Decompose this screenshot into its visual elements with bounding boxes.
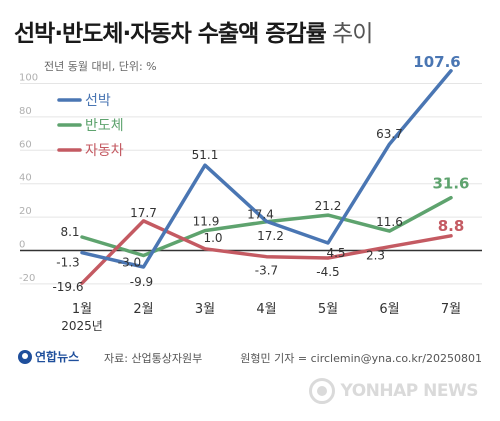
legend-label-ship: 선박 — [85, 93, 111, 109]
y-tick-label: 0 — [19, 240, 25, 251]
unit-note: 전년 동월 대비, 단위: % — [44, 60, 157, 73]
data-label-car: 1.0 — [203, 231, 222, 245]
data-label-ship: 17.4 — [247, 207, 274, 221]
watermark-text: YONHAP NEWS — [340, 381, 479, 401]
data-label-ship: 63.7 — [376, 127, 403, 141]
yonhap-logo: 연합뉴스 — [18, 348, 79, 365]
data-label-semi: 11.6 — [376, 215, 403, 229]
x-tick-label: 4월 — [256, 302, 276, 317]
legend-label-car: 자동차 — [85, 143, 124, 159]
data-label-ship: 4.5 — [326, 246, 345, 260]
data-label-car: -19.6 — [52, 280, 83, 294]
y-tick-label: 80 — [19, 106, 32, 117]
y-tick-label: -20 — [19, 273, 35, 284]
title-main: 선박·반도체·자동차 수출액 증감률 — [14, 21, 327, 47]
series-line-ship — [80, 69, 453, 269]
series-line-car — [80, 219, 453, 285]
watermark: YONHAP NEWS — [308, 378, 479, 404]
title-sub: 추이 — [325, 21, 373, 47]
legend-label-semi: 반도체 — [85, 118, 124, 134]
x-tick-label: 6월 — [379, 302, 399, 317]
data-label-semi: 21.2 — [315, 199, 342, 213]
x-tick-label: 1월 — [72, 302, 92, 317]
chart-title: 선박·반도체·자동차 수출액 증감률 추이 — [14, 14, 373, 48]
data-label-semi: 31.6 — [432, 175, 469, 193]
data-label-car: 8.8 — [438, 217, 465, 235]
data-label-ship: 51.1 — [192, 148, 219, 162]
data-label-car: -4.5 — [316, 265, 339, 279]
data-label-semi: -3.0 — [118, 256, 141, 270]
yonhap-logo-icon — [18, 349, 32, 364]
credit-note: 원형민 기자 = circlemin@yna.co.kr/20250801 — [240, 352, 482, 365]
logo-text: 연합뉴스 — [35, 350, 80, 364]
data-label-ship: 107.6 — [413, 53, 460, 71]
line-chart: 100 80 60 40 20 0 -20 1월 2월 3월 4월 5월 6월 7월 2025년 -1.3 -9… — [19, 53, 482, 333]
data-label-car: -3.7 — [255, 264, 278, 278]
data-label-car: 17.7 — [130, 206, 157, 220]
x-tick-label: 5월 — [318, 302, 338, 317]
footer: 연합뉴스 자료: 산업통상자원부 원형민 기자 = circlemin@yna.… — [0, 344, 500, 372]
data-label-ship: -9.9 — [130, 275, 153, 289]
y-tick-label: 100 — [19, 73, 38, 84]
source-note: 자료: 산업통상자원부 — [104, 352, 203, 365]
y-tick-label: 40 — [19, 173, 32, 184]
x-tick-label: 2월 — [133, 302, 153, 317]
x-tick-label: 7월 — [441, 302, 461, 317]
x-tick-label: 3월 — [195, 302, 215, 317]
y-tick-label: 20 — [19, 206, 32, 217]
data-label-car: 2.3 — [366, 249, 385, 263]
data-label-semi: 11.9 — [193, 215, 220, 229]
data-label-semi: 17.2 — [257, 229, 284, 243]
y-tick-label: 60 — [19, 139, 32, 150]
data-label-ship: -1.3 — [56, 256, 79, 270]
yonhap-watermark-icon — [308, 378, 335, 404]
x-tick-sublabel: 2025년 — [61, 319, 103, 333]
data-label-semi: 8.1 — [60, 225, 79, 239]
